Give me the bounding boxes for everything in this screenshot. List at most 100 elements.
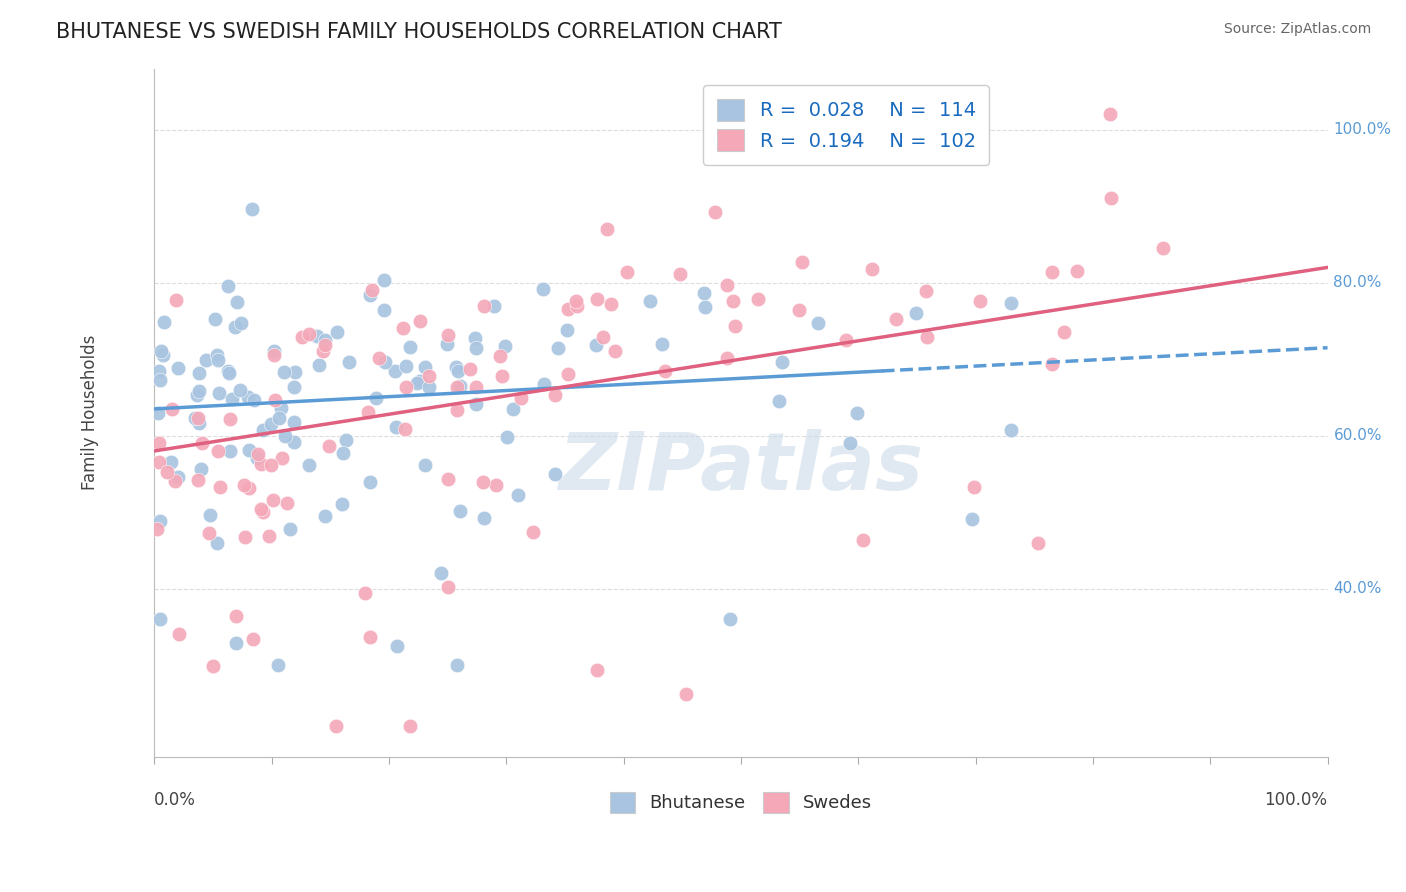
Point bbox=[391, 320, 413, 334]
Point bbox=[846, 406, 869, 420]
Point bbox=[269, 411, 291, 425]
Point bbox=[807, 317, 830, 331]
Point bbox=[263, 393, 285, 408]
Point bbox=[205, 347, 228, 361]
Point bbox=[283, 435, 305, 450]
Point bbox=[437, 472, 460, 486]
Point bbox=[1000, 296, 1022, 310]
Point bbox=[693, 285, 716, 300]
Point bbox=[603, 343, 626, 358]
Text: 100.0%: 100.0% bbox=[1264, 791, 1327, 809]
Point bbox=[373, 302, 395, 317]
Point bbox=[152, 348, 174, 362]
Point bbox=[472, 511, 495, 525]
Point bbox=[485, 478, 508, 492]
Point bbox=[159, 455, 181, 469]
Point bbox=[314, 509, 336, 524]
Point bbox=[259, 458, 281, 472]
Point bbox=[326, 325, 349, 339]
Point bbox=[374, 355, 396, 369]
Point bbox=[148, 405, 170, 419]
Point bbox=[399, 719, 422, 733]
Point bbox=[960, 512, 983, 526]
Point bbox=[394, 359, 416, 373]
Point bbox=[446, 403, 468, 417]
Point bbox=[307, 329, 329, 343]
Point bbox=[418, 368, 440, 383]
Point bbox=[354, 586, 377, 600]
Point bbox=[337, 354, 360, 368]
Point bbox=[242, 632, 264, 647]
Point bbox=[430, 566, 453, 580]
Point bbox=[695, 300, 717, 314]
Point bbox=[1028, 536, 1050, 550]
Point bbox=[148, 364, 170, 378]
Point bbox=[233, 530, 256, 544]
Point bbox=[225, 294, 247, 309]
Point bbox=[167, 470, 190, 484]
Point bbox=[205, 536, 228, 550]
Point bbox=[675, 687, 697, 701]
Point bbox=[600, 297, 623, 311]
Point bbox=[357, 404, 380, 418]
Point bbox=[276, 496, 298, 510]
Point bbox=[384, 364, 406, 378]
Point bbox=[284, 365, 307, 379]
Point bbox=[531, 282, 554, 296]
Point bbox=[792, 254, 814, 268]
Point bbox=[163, 474, 186, 488]
Point bbox=[747, 292, 769, 306]
Point bbox=[394, 422, 416, 436]
Point bbox=[851, 533, 873, 548]
Point bbox=[149, 612, 172, 626]
Point bbox=[267, 658, 290, 673]
Point bbox=[160, 402, 183, 417]
Point bbox=[547, 341, 569, 355]
Point bbox=[586, 663, 609, 677]
Point bbox=[533, 377, 555, 392]
Point bbox=[884, 312, 907, 326]
Point bbox=[1152, 241, 1174, 255]
Text: Source: ZipAtlas.com: Source: ZipAtlas.com bbox=[1223, 22, 1371, 37]
Point bbox=[148, 514, 170, 528]
Point bbox=[654, 364, 676, 378]
Point bbox=[271, 450, 294, 465]
Point bbox=[915, 330, 938, 344]
Point bbox=[332, 446, 354, 460]
Point bbox=[260, 417, 283, 431]
Point bbox=[318, 439, 340, 453]
Point bbox=[194, 353, 217, 368]
Point bbox=[860, 261, 883, 276]
Point bbox=[359, 288, 381, 302]
Point bbox=[449, 379, 471, 393]
Point bbox=[437, 328, 460, 343]
Text: 40.0%: 40.0% bbox=[1333, 582, 1382, 596]
Point bbox=[399, 340, 422, 354]
Point bbox=[311, 343, 333, 358]
Point bbox=[413, 359, 436, 374]
Point bbox=[585, 338, 607, 352]
Point bbox=[278, 523, 301, 537]
Point bbox=[240, 202, 263, 216]
Point bbox=[273, 365, 295, 379]
Point bbox=[198, 508, 221, 522]
Point bbox=[308, 358, 330, 372]
Point bbox=[787, 303, 810, 318]
Point bbox=[361, 283, 384, 297]
Point bbox=[472, 475, 495, 489]
Point bbox=[384, 419, 406, 434]
Point bbox=[718, 612, 741, 626]
Point bbox=[250, 501, 273, 516]
Point bbox=[592, 330, 614, 344]
Point bbox=[252, 423, 274, 437]
Point bbox=[217, 363, 239, 377]
Point bbox=[373, 273, 395, 287]
Point bbox=[219, 412, 242, 426]
Point bbox=[325, 719, 347, 733]
Point bbox=[905, 306, 928, 320]
Point bbox=[406, 376, 429, 390]
Point bbox=[252, 505, 274, 519]
Point bbox=[839, 435, 862, 450]
Point bbox=[494, 338, 516, 352]
Point bbox=[1000, 423, 1022, 437]
